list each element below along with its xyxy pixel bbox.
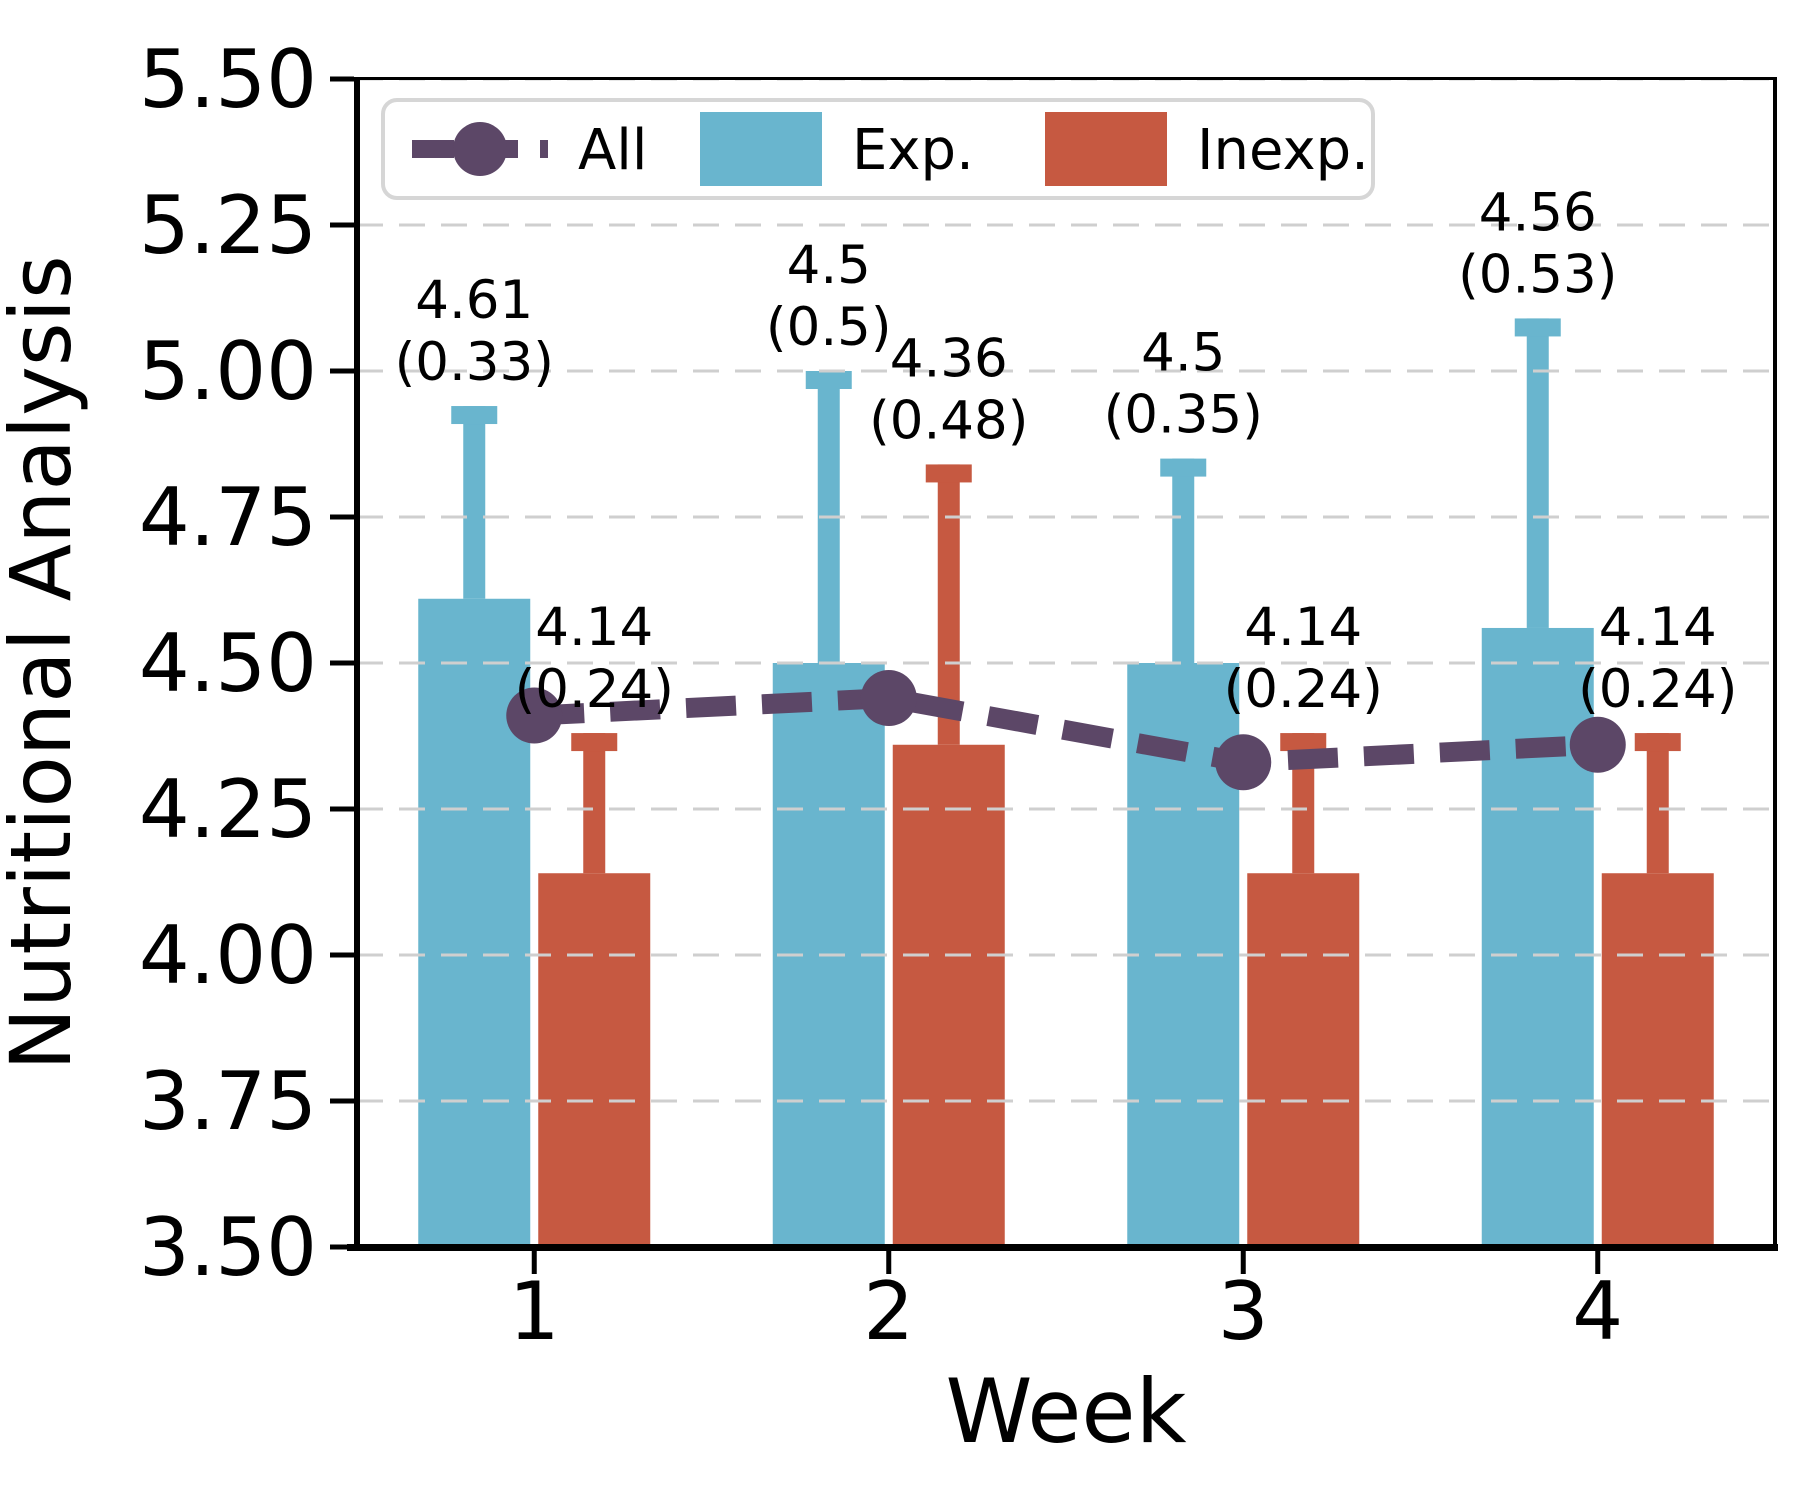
legend-label-exp: Exp. xyxy=(852,118,974,183)
annotation-mean: 4.14 xyxy=(1244,597,1362,658)
annotation-sd: (0.48) xyxy=(869,390,1028,451)
error-stem-inexp-week-4 xyxy=(1646,733,1669,874)
x-tick-2 xyxy=(886,1250,892,1274)
bottom-spine xyxy=(347,1244,1778,1251)
annotation-sd: (0.35) xyxy=(1104,385,1263,446)
annotation-sd: (0.24) xyxy=(1578,659,1737,720)
error-cap-exp-week-1 xyxy=(451,406,498,425)
y-tick-5.25 xyxy=(330,222,354,228)
y-tick-label-4.25: 4.25 xyxy=(139,763,317,856)
error-stem-inexp-week-1 xyxy=(583,733,606,874)
annotation-mean: 4.36 xyxy=(890,328,1008,389)
all-marker-week-3 xyxy=(1215,734,1272,791)
x-tick-label-3: 3 xyxy=(1218,1265,1269,1358)
annotation-exp-week-3: 4.5(0.35) xyxy=(1104,323,1263,446)
x-tick-label-1: 1 xyxy=(509,1265,560,1358)
right-spine xyxy=(1773,77,1777,1250)
tick-labels: 3.50 3.75 4.00 4.25 4.50 4.75 5.00 5.25 5.50 1 2 3 4 xyxy=(139,33,1623,1358)
annotation-mean: 4.61 xyxy=(415,270,533,331)
x-axis-title: Week xyxy=(945,1360,1186,1463)
y-tick-label-3.50: 3.50 xyxy=(139,1201,317,1294)
error-stem-exp-week-1 xyxy=(463,406,486,599)
annotation-mean: 4.56 xyxy=(1479,182,1597,243)
all-line xyxy=(533,687,1599,773)
y-tick-4.50 xyxy=(330,660,354,666)
legend-label-inexp: Inexp. xyxy=(1197,118,1369,183)
left-spine xyxy=(354,77,360,1250)
bar-inexp-week-2 xyxy=(892,744,1005,1247)
bar-exp-week-4 xyxy=(1481,627,1594,1247)
bar-inexp-week-4 xyxy=(1601,873,1714,1247)
x-tick-1 xyxy=(531,1250,537,1274)
y-tick-label-5.25: 5.25 xyxy=(139,179,317,272)
annotation-sd: (0.5) xyxy=(766,297,892,358)
y-tick-4.00 xyxy=(330,952,354,958)
legend: All Exp. Inexp. xyxy=(381,98,1375,200)
annotation-inexp-week-2: 4.36(0.48) xyxy=(869,328,1028,451)
x-tick-3 xyxy=(1240,1250,1246,1274)
annotation-exp-week-2: 4.5(0.5) xyxy=(766,235,892,358)
x-tick-4 xyxy=(1595,1250,1601,1274)
error-stem-exp-week-3 xyxy=(1172,458,1195,663)
annotation-mean: 4.14 xyxy=(1599,597,1717,658)
bar-exp-week-1 xyxy=(418,598,531,1247)
y-tick-3.75 xyxy=(330,1098,354,1104)
y-tick-label-4.75: 4.75 xyxy=(139,471,317,564)
y-tick-4.75 xyxy=(330,514,354,520)
annotation-exp-week-4: 4.56(0.53) xyxy=(1458,182,1617,305)
annotation-sd: (0.24) xyxy=(515,659,674,720)
y-axis-title: Nutritional Analysis xyxy=(0,255,90,1070)
error-cap-inexp-week-1 xyxy=(571,733,618,752)
error-cap-inexp-week-2 xyxy=(925,464,972,483)
y-tick-label-5.50: 5.50 xyxy=(139,33,317,126)
error-cap-exp-week-3 xyxy=(1160,458,1207,477)
annotation-mean: 4.5 xyxy=(787,235,871,296)
error-stem-exp-week-4 xyxy=(1526,318,1549,628)
y-tick-5.00 xyxy=(330,368,354,374)
legend-inexp-swatch xyxy=(1045,112,1167,186)
all-marker-week-2 xyxy=(860,670,917,727)
annotation-sd: (0.53) xyxy=(1458,244,1617,305)
x-tick-label-2: 2 xyxy=(863,1265,914,1358)
annotation-inexp-week-3: 4.14(0.24) xyxy=(1224,597,1383,720)
top-spine xyxy=(354,77,1777,80)
y-tick-label-5.00: 5.00 xyxy=(139,325,317,418)
bar-inexp-week-1 xyxy=(538,873,651,1247)
error-cap-exp-week-4 xyxy=(1514,318,1561,337)
annotation-exp-week-1: 4.61(0.33) xyxy=(395,270,554,393)
annotation-mean: 4.14 xyxy=(535,597,653,658)
y-tick-5.50 xyxy=(330,76,354,82)
y-tick-4.25 xyxy=(330,806,354,812)
annotation-sd: (0.24) xyxy=(1224,659,1383,720)
legend-all-marker xyxy=(453,122,507,176)
y-tick-3.50 xyxy=(330,1244,354,1250)
error-cap-inexp-week-4 xyxy=(1634,733,1681,752)
x-tick-label-4: 4 xyxy=(1572,1265,1623,1358)
annotation-sd: (0.33) xyxy=(395,332,554,393)
annotation-mean: 4.5 xyxy=(1141,323,1225,384)
annotation-inexp-week-1: 4.14(0.24) xyxy=(515,597,674,720)
error-stem-inexp-week-2 xyxy=(937,464,960,745)
all-marker-week-4 xyxy=(1569,716,1626,773)
bar-value-annotations: 4.61(0.33)4.5(0.5) 4.5(0.35)4.56(0.53)4.1… xyxy=(395,182,1738,720)
all-marker-week-1 xyxy=(506,687,563,744)
y-tick-label-4.50: 4.50 xyxy=(139,617,317,710)
legend-exp-swatch xyxy=(700,112,822,186)
all-mean-line xyxy=(506,670,1626,791)
error-cap-inexp-week-3 xyxy=(1280,733,1327,752)
annotation-inexp-week-4: 4.14(0.24) xyxy=(1578,597,1737,720)
y-tick-label-3.75: 3.75 xyxy=(139,1055,317,1148)
bar-inexp-week-3 xyxy=(1247,873,1360,1247)
y-tick-label-4.00: 4.00 xyxy=(139,909,317,1002)
legend-label-all: All xyxy=(578,118,647,183)
error-cap-exp-week-2 xyxy=(805,371,852,389)
axes-and-ticks xyxy=(330,76,1778,1274)
